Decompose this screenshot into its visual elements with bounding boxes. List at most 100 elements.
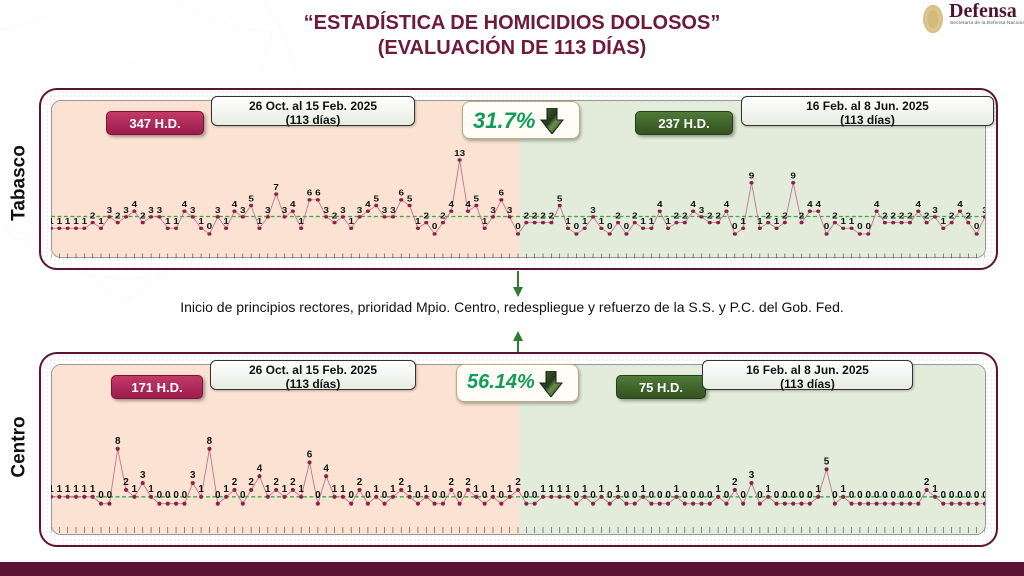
svg-text:3: 3 (107, 206, 113, 215)
svg-text:2: 2 (891, 211, 897, 220)
svg-text:3: 3 (749, 470, 755, 481)
svg-text:1: 1 (740, 217, 746, 226)
svg-text:2: 2 (424, 211, 430, 220)
svg-text:2: 2 (532, 211, 538, 220)
svg-text:1: 1 (615, 484, 621, 495)
svg-text:0: 0 (348, 490, 354, 501)
svg-text:0: 0 (849, 490, 855, 501)
svg-text:4: 4 (957, 200, 963, 209)
svg-text:5: 5 (474, 194, 480, 203)
svg-text:1: 1 (490, 484, 496, 495)
svg-text:1: 1 (173, 217, 179, 226)
svg-text:4: 4 (916, 200, 922, 209)
svg-text:4: 4 (690, 200, 696, 209)
svg-text:0: 0 (157, 490, 163, 501)
svg-text:5: 5 (373, 194, 379, 203)
svg-text:1: 1 (198, 484, 204, 495)
svg-text:2: 2 (707, 211, 713, 220)
svg-text:0: 0 (916, 490, 922, 501)
svg-text:1: 1 (549, 484, 555, 495)
svg-text:2: 2 (907, 211, 913, 220)
svg-text:1: 1 (82, 484, 88, 495)
svg-text:1: 1 (774, 217, 780, 226)
svg-text:3: 3 (265, 206, 271, 215)
svg-text:8: 8 (207, 436, 213, 447)
svg-text:4: 4 (807, 200, 813, 209)
svg-text:2: 2 (449, 477, 455, 488)
svg-text:4: 4 (657, 200, 663, 209)
svg-text:0: 0 (532, 490, 538, 501)
svg-text:2: 2 (90, 211, 96, 220)
svg-text:1: 1 (640, 484, 646, 495)
svg-text:0: 0 (240, 490, 246, 501)
svg-text:0: 0 (415, 490, 421, 501)
svg-text:3: 3 (382, 206, 388, 215)
svg-text:2: 2 (682, 211, 688, 220)
svg-text:1: 1 (348, 217, 354, 226)
svg-text:0: 0 (657, 490, 663, 501)
svg-text:1: 1 (849, 217, 855, 226)
svg-text:1: 1 (765, 484, 771, 495)
svg-text:0: 0 (974, 490, 980, 501)
svg-text:3: 3 (507, 206, 513, 215)
svg-text:1: 1 (390, 484, 396, 495)
svg-text:1: 1 (582, 484, 588, 495)
svg-text:0: 0 (966, 490, 972, 501)
svg-text:0: 0 (98, 490, 104, 501)
svg-text:1: 1 (132, 484, 138, 495)
svg-text:0: 0 (432, 490, 438, 501)
svg-text:1: 1 (51, 484, 54, 495)
svg-text:2: 2 (632, 211, 638, 220)
svg-text:3: 3 (357, 206, 363, 215)
svg-text:4: 4 (465, 200, 471, 209)
svg-text:0: 0 (574, 490, 580, 501)
svg-text:1: 1 (223, 484, 229, 495)
svg-text:2: 2 (924, 477, 930, 488)
svg-text:1: 1 (932, 484, 938, 495)
svg-text:2: 2 (832, 211, 838, 220)
svg-text:2: 2 (540, 211, 546, 220)
svg-text:3: 3 (148, 206, 154, 215)
svg-text:0: 0 (824, 222, 830, 231)
svg-text:1: 1 (507, 484, 513, 495)
svg-text:2: 2 (524, 211, 530, 220)
svg-text:2: 2 (899, 211, 905, 220)
svg-text:6: 6 (315, 189, 321, 198)
svg-text:0: 0 (957, 490, 963, 501)
svg-text:3: 3 (282, 206, 288, 215)
svg-text:3: 3 (490, 206, 496, 215)
svg-text:0: 0 (432, 222, 438, 231)
svg-text:1: 1 (332, 484, 338, 495)
svg-text:5: 5 (407, 194, 413, 203)
svg-text:3: 3 (390, 206, 396, 215)
svg-text:0: 0 (707, 490, 713, 501)
svg-text:1: 1 (649, 217, 655, 226)
svg-text:0: 0 (515, 222, 521, 231)
svg-text:1: 1 (65, 217, 71, 226)
svg-text:3: 3 (982, 206, 985, 215)
svg-text:2: 2 (290, 477, 296, 488)
svg-text:0: 0 (165, 490, 171, 501)
svg-text:1: 1 (282, 484, 288, 495)
svg-text:1: 1 (599, 484, 605, 495)
svg-text:0: 0 (949, 490, 955, 501)
svg-text:4: 4 (232, 200, 238, 209)
svg-text:2: 2 (799, 211, 805, 220)
svg-text:0: 0 (365, 490, 371, 501)
svg-text:1: 1 (98, 217, 104, 226)
svg-text:7: 7 (273, 183, 279, 192)
svg-text:1: 1 (57, 484, 63, 495)
svg-text:0: 0 (173, 490, 179, 501)
svg-text:1: 1 (640, 217, 646, 226)
svg-text:1: 1 (90, 484, 96, 495)
svg-text:5: 5 (557, 194, 563, 203)
svg-text:2: 2 (440, 211, 446, 220)
svg-text:1: 1 (198, 217, 204, 226)
svg-text:0: 0 (649, 490, 655, 501)
svg-text:1: 1 (415, 217, 421, 226)
svg-text:1: 1 (265, 484, 271, 495)
svg-text:2: 2 (115, 211, 121, 220)
svg-text:2: 2 (357, 477, 363, 488)
svg-text:3: 3 (323, 206, 329, 215)
svg-text:0: 0 (724, 490, 730, 501)
